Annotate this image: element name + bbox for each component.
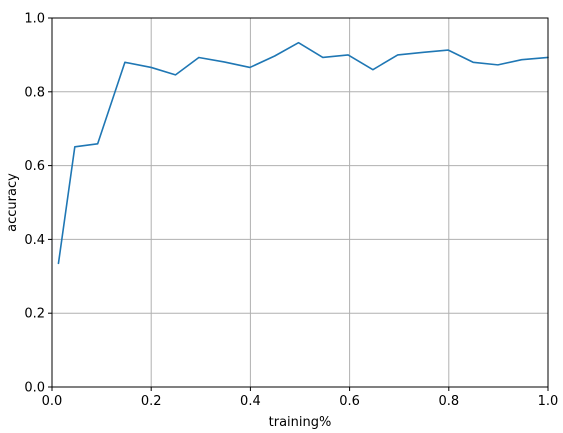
x-tick-label: 0.2 (141, 394, 162, 409)
x-tick-label: 0.6 (339, 394, 360, 409)
x-tick-label: 0.0 (42, 394, 63, 409)
x-tick-label: 0.8 (438, 394, 459, 409)
y-tick-label: 0.8 (24, 85, 45, 100)
x-axis-ticks: 0.0 0.2 0.4 0.6 0.8 1.0 (42, 387, 559, 409)
grid-lines (51, 17, 549, 388)
y-axis-label: accuracy (5, 173, 20, 232)
plot-frame (51, 17, 549, 388)
x-axis-label: training% (269, 415, 332, 430)
accuracy-series-line (57, 41, 549, 265)
x-tick-label: 1.0 (538, 394, 559, 409)
y-tick-label: 0.2 (24, 307, 45, 322)
y-axis-ticks: 0.0 0.2 0.4 0.6 0.8 1.0 (24, 12, 52, 396)
y-tick-label: 0.4 (24, 233, 45, 248)
series-layer (57, 41, 549, 265)
y-tick-label: 0.0 (24, 381, 45, 396)
y-tick-label: 1.0 (24, 12, 45, 27)
y-tick-label: 0.6 (24, 159, 45, 174)
x-tick-label: 0.4 (240, 394, 261, 409)
